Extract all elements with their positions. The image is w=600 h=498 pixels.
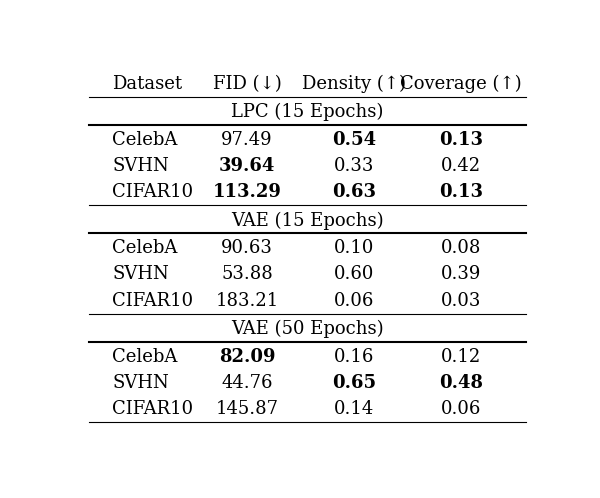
Text: Coverage (↑): Coverage (↑) [400,75,522,94]
Text: 0.65: 0.65 [332,374,376,391]
Text: SVHN: SVHN [112,265,169,283]
Text: 0.33: 0.33 [334,157,374,175]
Text: 113.29: 113.29 [212,183,281,201]
Text: CelebA: CelebA [112,348,178,366]
Text: 0.63: 0.63 [332,183,376,201]
Text: 0.13: 0.13 [439,131,483,149]
Text: 0.13: 0.13 [439,183,483,201]
Text: CIFAR10: CIFAR10 [112,183,193,201]
Text: 0.16: 0.16 [334,348,374,366]
Text: 0.14: 0.14 [334,400,374,418]
Text: VAE (15 Epochs): VAE (15 Epochs) [231,211,384,230]
Text: Dataset: Dataset [112,75,182,93]
Text: 0.03: 0.03 [441,291,481,310]
Text: FID (↓): FID (↓) [212,75,281,93]
Text: CelebA: CelebA [112,240,178,257]
Text: 44.76: 44.76 [221,374,273,391]
Text: 183.21: 183.21 [215,291,278,310]
Text: CIFAR10: CIFAR10 [112,400,193,418]
Text: 97.49: 97.49 [221,131,273,149]
Text: 90.63: 90.63 [221,240,273,257]
Text: 0.06: 0.06 [441,400,481,418]
Text: 145.87: 145.87 [215,400,278,418]
Text: 0.08: 0.08 [441,240,481,257]
Text: 0.12: 0.12 [441,348,481,366]
Text: CIFAR10: CIFAR10 [112,291,193,310]
Text: 0.48: 0.48 [439,374,483,391]
Text: CelebA: CelebA [112,131,178,149]
Text: SVHN: SVHN [112,157,169,175]
Text: 0.06: 0.06 [334,291,374,310]
Text: 39.64: 39.64 [219,157,275,175]
Text: 0.10: 0.10 [334,240,374,257]
Text: 0.42: 0.42 [441,157,481,175]
Text: 82.09: 82.09 [219,348,275,366]
Text: 0.39: 0.39 [441,265,481,283]
Text: 0.60: 0.60 [334,265,374,283]
Text: LPC (15 Epochs): LPC (15 Epochs) [232,103,383,122]
Text: SVHN: SVHN [112,374,169,391]
Text: Density (↑): Density (↑) [302,75,406,94]
Text: VAE (50 Epochs): VAE (50 Epochs) [231,319,384,338]
Text: 0.54: 0.54 [332,131,376,149]
Text: 53.88: 53.88 [221,265,273,283]
